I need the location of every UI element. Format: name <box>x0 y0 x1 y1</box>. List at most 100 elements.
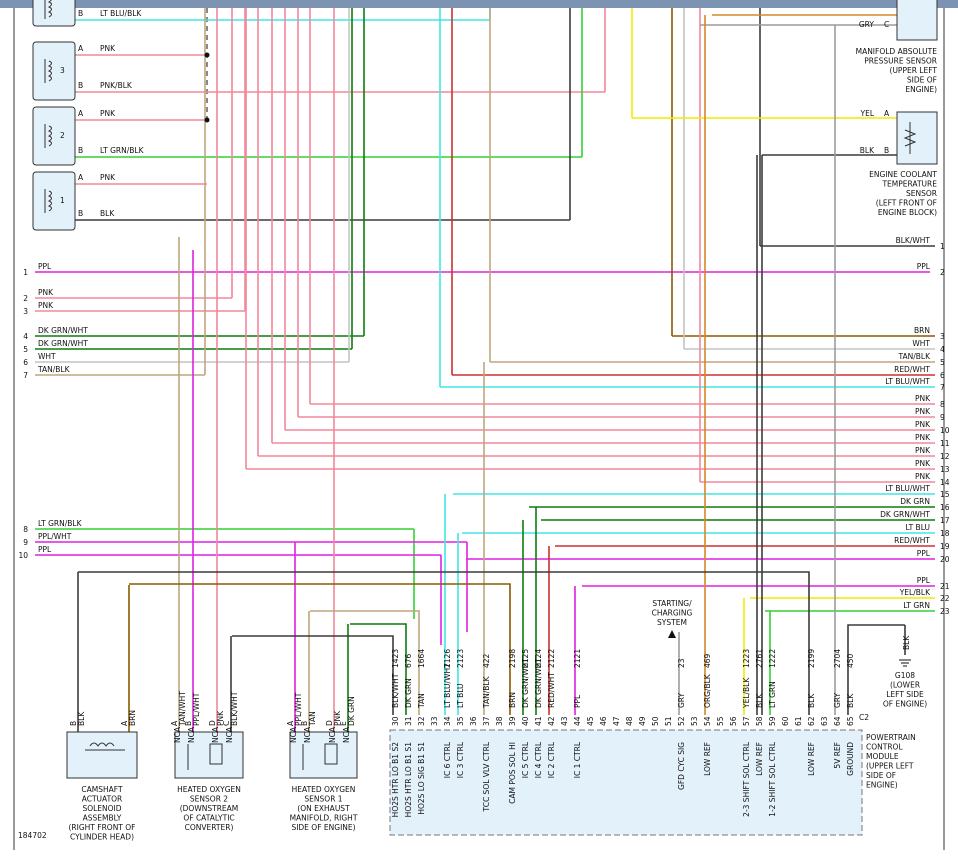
pin-number: 43 <box>560 716 569 726</box>
splice-dot <box>204 117 210 123</box>
sensor-label: SIDE OF <box>907 76 937 85</box>
pin-number: 49 <box>638 716 647 726</box>
wire-color: LT BLU/WHT <box>443 663 452 708</box>
wire-color: DK GRN/WHT <box>38 339 88 348</box>
module-label: POWERTRAIN <box>866 733 916 742</box>
pin-number: 44 <box>573 716 582 726</box>
pin-letter: B <box>78 81 83 90</box>
component-label: OF CATALYTIC <box>183 814 234 823</box>
wire-color: PNK <box>100 44 116 53</box>
component-label: CONVERTER) <box>185 823 234 832</box>
coil-box <box>32 41 76 101</box>
pin-function: IC 5 CTRL <box>521 741 530 778</box>
row-number: 8 <box>940 400 945 409</box>
wire-color: BLK <box>846 693 855 708</box>
pin-number: 53 <box>690 716 699 726</box>
component-label: (DOWNSTREAM <box>180 804 239 813</box>
wire-color: BRN <box>914 326 930 335</box>
wire-color: PNK <box>333 710 342 726</box>
pin-letter: B <box>78 209 83 218</box>
wire-color: PNK <box>915 394 931 403</box>
circuit-number: 1222 <box>768 649 777 668</box>
row-number: 4 <box>940 345 945 354</box>
component-label: CYLINDER HEAD) <box>70 833 134 842</box>
coil-symbol <box>44 189 52 213</box>
wire-color: PPL/WHT <box>294 692 303 726</box>
pcm-box <box>389 729 863 836</box>
pin-number: 55 <box>716 716 725 726</box>
pin-number: 32 <box>417 716 426 726</box>
component-label: SIDE OF ENGINE) <box>291 823 355 832</box>
row-number: 9 <box>940 413 945 422</box>
wire-color: PPL/WHT <box>38 532 72 541</box>
pin-letter: D <box>208 720 217 726</box>
circuit-number: 2122 <box>547 649 556 668</box>
pin-letter: A <box>78 44 84 53</box>
pin-function: IC 1 CTRL <box>573 741 582 778</box>
circuit-number: 2199 <box>807 649 816 668</box>
row-number: 20 <box>940 555 950 564</box>
coil-number: 3 <box>60 66 65 75</box>
row-number: 9 <box>23 538 28 547</box>
row-number: 21 <box>940 582 950 591</box>
wire-color: PNK <box>915 407 931 416</box>
circuit-number: 2126 <box>443 649 452 668</box>
pin-number: 36 <box>469 716 478 726</box>
wire <box>232 635 394 715</box>
pin-number: 34 <box>443 716 452 726</box>
wire-color: WHT <box>38 352 56 361</box>
arrow <box>668 630 676 638</box>
wire <box>350 623 407 715</box>
pin-number: 56 <box>729 716 738 726</box>
wire-color: PNK <box>38 288 54 297</box>
pin-number: 62 <box>807 716 816 726</box>
row-number: 14 <box>940 478 950 487</box>
circuit-number: 422 <box>482 653 491 668</box>
pin-number: 33 <box>430 716 439 726</box>
module-label: MODULE <box>866 752 899 761</box>
ground-label: OF ENGINE) <box>883 700 927 709</box>
pin-number: 30 <box>391 716 400 726</box>
pin-number: 35 <box>456 716 465 726</box>
pin-number: 45 <box>586 716 595 726</box>
wire-color: DK GRN <box>404 678 413 708</box>
pin-function: HO2S HTR LO B1 S2 <box>391 742 400 818</box>
wire-color: TAN/BLK <box>897 352 931 361</box>
wire-color: PNK <box>38 301 54 310</box>
pin-number: 39 <box>508 716 517 726</box>
wire-color: LT GRN/BLK <box>38 519 83 528</box>
component-label: (ON EXHAUST <box>297 804 350 813</box>
wire-color: DK GRN <box>900 497 930 506</box>
splice-dot <box>204 52 210 58</box>
wire-color: PPL <box>38 262 52 271</box>
wire-color: LT BLU/WHT <box>885 484 930 493</box>
pin-number: 63 <box>820 716 829 726</box>
pin-number: 57 <box>742 716 751 726</box>
wire-color: PNK/BLK <box>100 81 133 90</box>
sensor-label: ENGINE) <box>905 85 937 94</box>
pin-number: 52 <box>677 716 686 726</box>
wire-color: PNK <box>915 459 931 468</box>
row-number: 5 <box>940 358 945 367</box>
sensor-label: MANIFOLD ABSOLUTE <box>856 47 938 56</box>
row-number: 18 <box>940 529 950 538</box>
circuit-number: 2761 <box>755 649 764 668</box>
wire-color: GRY <box>677 692 686 708</box>
component-label: SENSOR 2 <box>190 795 228 804</box>
wire-color: BLK <box>860 146 875 155</box>
module-label: (UPPER LEFT <box>866 762 914 771</box>
row-number: 23 <box>940 607 950 616</box>
circuit-number: 469 <box>703 653 712 668</box>
nca: NCA <box>289 726 298 743</box>
wire-color: BLK <box>807 693 816 708</box>
nca: NCA <box>211 726 220 743</box>
pin-function: LOW REF <box>755 742 764 776</box>
coil-box <box>32 0 76 27</box>
coil-box <box>32 106 76 166</box>
pin-number: 58 <box>755 716 764 726</box>
row-number: 10 <box>18 551 28 560</box>
pin-function: 5V REF <box>833 742 842 769</box>
row-number: 10 <box>940 426 950 435</box>
row-number: 7 <box>940 383 945 392</box>
connector-id: C2 <box>859 713 869 722</box>
